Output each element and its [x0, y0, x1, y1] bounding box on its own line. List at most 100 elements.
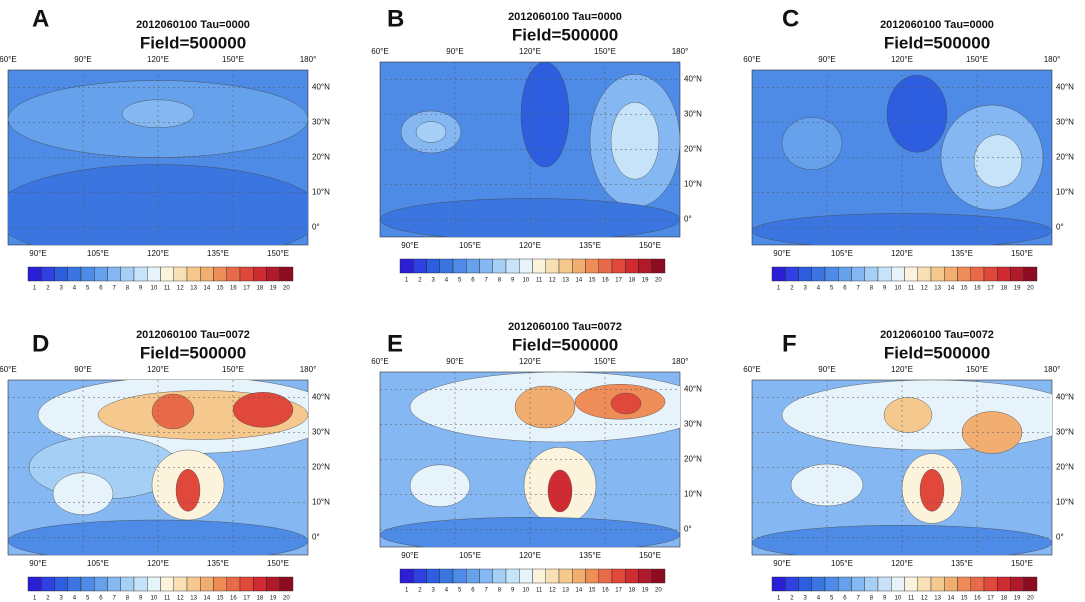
colorbar-swatch — [638, 568, 652, 584]
colorbar-label: 4 — [445, 588, 449, 594]
colorbar-label: 2 — [790, 286, 794, 292]
colorbar-swatch — [1023, 266, 1038, 282]
colorbar-label: 13 — [934, 596, 941, 602]
colorbar-swatch — [532, 568, 546, 584]
colorbar-label: 19 — [1014, 596, 1021, 602]
colorbar-label: 18 — [257, 286, 264, 292]
colorbar-label: 5 — [458, 588, 462, 594]
colorbar-label: 18 — [629, 588, 636, 594]
contour-region — [973, 134, 1023, 188]
colorbar-label: 6 — [843, 286, 847, 292]
colorbar-swatch — [67, 576, 82, 592]
colorbar-swatch — [625, 568, 639, 584]
map-field — [380, 62, 680, 237]
lon-label: 150°E — [594, 357, 616, 366]
colorbar-swatch — [611, 568, 626, 584]
colorbar-swatch — [452, 258, 467, 274]
contour-region — [8, 164, 308, 245]
colorbar-swatch — [877, 576, 892, 592]
map-field — [8, 70, 308, 245]
lon-label: 60°E — [0, 365, 17, 374]
colorbar-swatch — [944, 266, 958, 282]
lon-label: 120°E — [147, 365, 169, 374]
lat-label: 0° — [1056, 533, 1064, 542]
lon-label: 90°E — [818, 365, 835, 374]
colorbar-label: 19 — [642, 588, 649, 594]
lon-label: 90°E — [401, 241, 418, 250]
lat-label: 0° — [312, 533, 320, 542]
lon-label: 90°E — [446, 47, 463, 56]
panel: C 2012060100 Tau=0000 Field=500000 60°E 90°E… — [743, 5, 1074, 291]
colorbar-label: 13 — [562, 588, 569, 594]
colorbar-label: 3 — [803, 596, 807, 602]
colorbar-swatch — [94, 576, 108, 592]
panel-title: 2012060100 Tau=0000 — [508, 11, 622, 23]
colorbar-label: 16 — [602, 278, 609, 284]
lon-label: 120°E — [519, 551, 541, 560]
colorbar-label: 16 — [974, 286, 981, 292]
colorbar-swatch — [851, 576, 865, 592]
colorbar-swatch — [1010, 266, 1024, 282]
lon-label: 120°E — [891, 559, 913, 568]
lat-label: 10°N — [1056, 498, 1074, 507]
colorbar-label: 13 — [934, 286, 941, 292]
lon-label: 120°E — [147, 55, 169, 64]
colorbar-label: 2 — [418, 278, 422, 284]
colorbar-label: 7 — [856, 596, 860, 602]
panel: B 2012060100 Tau=0000 Field=500000 60°E 90°E… — [371, 5, 702, 283]
colorbar-label: 17 — [987, 286, 994, 292]
colorbar-label: 16 — [230, 596, 237, 602]
colorbar-label: 1 — [777, 596, 781, 602]
contour-region — [547, 469, 573, 513]
lon-label: 120°E — [519, 357, 541, 366]
colorbar-swatch — [771, 576, 786, 592]
colorbar-swatch — [598, 258, 613, 274]
panel-field: Field=500000 — [140, 33, 246, 52]
lat-label: 40°N — [312, 393, 330, 402]
colorbar-swatch — [838, 266, 852, 282]
colorbar-swatch — [785, 266, 799, 282]
colorbar-swatch — [439, 568, 454, 584]
colorbar-swatch — [811, 266, 826, 282]
colorbar-swatch — [41, 266, 55, 282]
colorbar-swatch — [54, 576, 68, 592]
colorbar-swatch — [147, 576, 161, 592]
colorbar-label: 1 — [405, 278, 409, 284]
lon-label: 150°E — [1011, 249, 1033, 258]
lon-label: 105°E — [87, 559, 109, 568]
lon-label: 135°E — [951, 249, 973, 258]
lon-label: 150°E — [267, 249, 289, 258]
colorbar-swatch — [585, 568, 599, 584]
colorbar-swatch — [200, 576, 214, 592]
colorbar-label: 4 — [445, 278, 449, 284]
colorbar-swatch — [891, 576, 905, 592]
colorbar-swatch — [80, 576, 95, 592]
map-field — [8, 380, 308, 555]
colorbar-swatch — [532, 258, 546, 274]
panel-letter: F — [782, 330, 797, 357]
colorbar-swatch — [399, 568, 414, 584]
panel: D 2012060100 Tau=0072 Field=500000 60°E 90°E… — [0, 329, 330, 602]
colorbar-label: 18 — [629, 278, 636, 284]
colorbar-swatch — [466, 568, 480, 584]
colorbar-label: 14 — [948, 596, 955, 602]
colorbar-swatch — [904, 576, 918, 592]
colorbar-swatch — [466, 258, 480, 274]
colorbar-label: 5 — [458, 278, 462, 284]
lon-label: 120°E — [519, 241, 541, 250]
colorbar-label: 15 — [217, 286, 224, 292]
lat-label: 20°N — [312, 463, 330, 472]
lon-label: 120°E — [147, 559, 169, 568]
colorbar-swatch — [917, 266, 932, 282]
colorbar-label: 13 — [190, 286, 197, 292]
colorbar-label: 7 — [856, 286, 860, 292]
panel-letter: C — [782, 5, 799, 32]
colorbar-swatch — [811, 576, 826, 592]
panel-field: Field=500000 — [140, 343, 246, 362]
panel-title: 2012060100 Tau=0000 — [880, 19, 994, 31]
colorbar-label: 4 — [73, 596, 77, 602]
colorbar-swatch — [41, 576, 55, 592]
colorbar-swatch — [970, 266, 985, 282]
colorbar-label: 20 — [283, 596, 290, 602]
colorbar-swatch — [173, 266, 188, 282]
